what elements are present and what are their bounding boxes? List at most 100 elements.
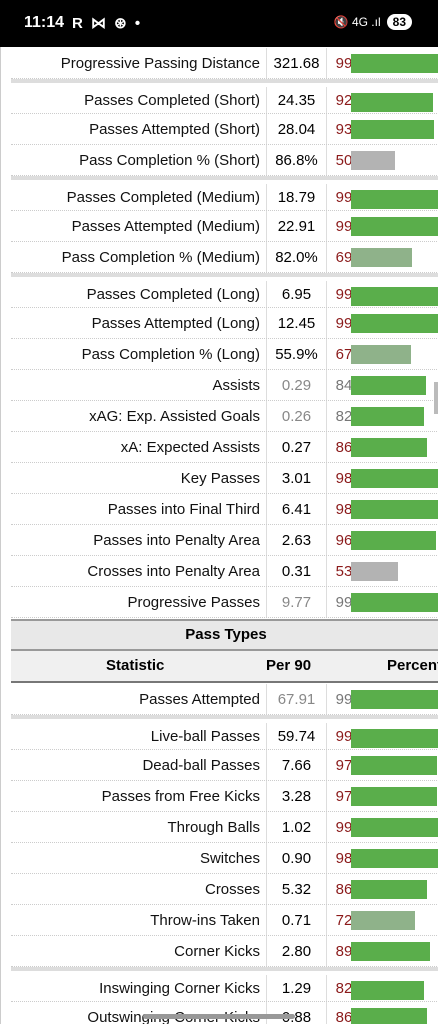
stat-percentile: 96	[335, 531, 353, 549]
table-row: Passes Attempted 67.91 99	[11, 684, 438, 715]
status-right: 🔇 4G .ıl 83	[334, 14, 412, 30]
percentile-bar	[351, 562, 398, 581]
stat-percentile: 99	[335, 285, 353, 303]
table-row: Passes Completed (Medium) 18.79 99	[11, 176, 438, 211]
table-row: Throw-ins Taken 0.71 72	[11, 905, 438, 936]
stat-percentile: 67	[335, 345, 353, 363]
stat-percentile: 97	[335, 756, 353, 774]
table-row: Passes Attempted (Short) 28.04 93	[11, 114, 438, 145]
stat-per90: 24.35	[267, 87, 327, 113]
stat-per90: 1.02	[267, 812, 327, 842]
percentile-bar	[351, 818, 438, 837]
stat-percentile: 99	[335, 54, 353, 72]
stat-percentile: 92	[335, 91, 353, 109]
stat-label: Assists	[11, 370, 267, 400]
header-percentile[interactable]: Percent	[387, 657, 438, 674]
stat-label: Passes Attempted	[11, 684, 267, 714]
stat-per90: 5.32	[267, 874, 327, 904]
percentile-bar	[351, 407, 424, 426]
stat-label: Crosses into Penalty Area	[11, 556, 267, 586]
stat-percentile: 98	[335, 500, 353, 518]
stat-per90: 18.79	[267, 184, 327, 210]
stat-percentile: 86	[335, 438, 353, 456]
percentile-bar	[351, 376, 426, 395]
header-per90[interactable]: Per 90	[266, 657, 312, 674]
stat-label: Passes Completed (Medium)	[11, 184, 267, 210]
percentile-bar	[351, 787, 437, 806]
percentile-bar	[351, 593, 438, 612]
stat-per90: 7.66	[267, 750, 327, 780]
scroll-indicator[interactable]	[434, 382, 438, 414]
stat-per90: 2.80	[267, 936, 327, 966]
stat-label: Dead-ball Passes	[11, 750, 267, 780]
stat-label: Through Balls	[11, 812, 267, 842]
status-time: 11:14	[24, 14, 65, 31]
table-row: xA: Expected Assists 0.27 86	[11, 432, 438, 463]
stat-per90: 1.29	[267, 975, 327, 1001]
percentile-bar	[351, 849, 438, 868]
stat-label: Progressive Passes	[11, 587, 267, 617]
stats-table[interactable]: Progressive Passing Distance 321.68 99 Pass…	[0, 47, 438, 1024]
percentile-bar	[351, 93, 433, 112]
percentile-bar	[351, 248, 412, 267]
status-bar: 11:14 R ⋈ ⊛ • 🔇 4G .ıl 83	[0, 0, 438, 47]
stat-per90: 59.74	[267, 723, 327, 749]
stat-percentile: 99	[335, 314, 353, 332]
stat-label: Key Passes	[11, 463, 267, 493]
table-row: Progressive Passes 9.77 99	[11, 587, 438, 618]
table-row: Key Passes 3.01 98	[11, 463, 438, 494]
percentile-bar	[351, 120, 434, 139]
table-row: Crosses 5.32 86	[11, 874, 438, 905]
horizontal-scrollbar[interactable]	[143, 1014, 295, 1019]
percentile-bar	[351, 190, 438, 209]
percentile-bar	[351, 151, 395, 170]
table-row: Passes into Final Third 6.41 98	[11, 494, 438, 525]
stat-label: Switches	[11, 843, 267, 873]
percentile-bar	[351, 981, 424, 1000]
stat-per90: 0.71	[267, 905, 327, 935]
percentile-bar	[351, 942, 430, 961]
stat-per90: 0.26	[267, 401, 327, 431]
percentile-bar	[351, 314, 438, 333]
percentile-bar	[351, 911, 415, 930]
table-row: Corner Kicks 2.80 89	[11, 936, 438, 967]
stat-per90: 3.01	[267, 463, 327, 493]
stat-label: Pass Completion % (Long)	[11, 339, 267, 369]
percentile-bar	[351, 690, 438, 709]
stat-label: Inswinging Corner Kicks	[11, 975, 267, 1001]
stat-per90: 0.27	[267, 432, 327, 462]
stat-label: Corner Kicks	[11, 936, 267, 966]
stat-percentile: 99	[335, 690, 353, 708]
percentile-bar	[351, 287, 438, 306]
table-row: Crosses into Penalty Area 0.31 53	[11, 556, 438, 587]
section-title-pass-types: Pass Types	[11, 619, 438, 651]
table-row: Passes from Free Kicks 3.28 97	[11, 781, 438, 812]
status-indicators: R ⋈ ⊛ •	[72, 15, 143, 32]
battery-icon: 83	[386, 14, 412, 30]
stat-label: xAG: Exp. Assisted Goals	[11, 401, 267, 431]
stat-per90: 0.90	[267, 843, 327, 873]
table-row: Assists 0.29 84	[11, 370, 438, 401]
stat-label: Passes Attempted (Long)	[11, 308, 267, 338]
stat-percentile: 86	[335, 880, 353, 898]
stat-percentile: 99	[335, 188, 353, 206]
stat-per90: 22.91	[267, 211, 327, 241]
stat-percentile: 99	[335, 818, 353, 836]
percentile-bar	[351, 1008, 427, 1024]
stat-percentile: 98	[335, 469, 353, 487]
table-row: Through Balls 1.02 99	[11, 812, 438, 843]
stat-label: Passes Completed (Short)	[11, 87, 267, 113]
stat-label: Live-ball Passes	[11, 723, 267, 749]
stat-per90: 0.88	[267, 1002, 327, 1024]
stat-percentile: 97	[335, 787, 353, 805]
stat-percentile: 86	[335, 1008, 353, 1024]
stat-label: Passes into Final Third	[11, 494, 267, 524]
percentile-bar	[351, 217, 438, 236]
percentile-bar	[351, 469, 438, 488]
header-statistic[interactable]: Statistic	[106, 657, 165, 674]
table-row: Dead-ball Passes 7.66 97	[11, 750, 438, 781]
percentile-bar	[351, 756, 437, 775]
stat-per90: 0.29	[267, 370, 327, 400]
stat-percentile: 50	[335, 151, 353, 169]
stat-percentile: 99	[335, 727, 353, 745]
